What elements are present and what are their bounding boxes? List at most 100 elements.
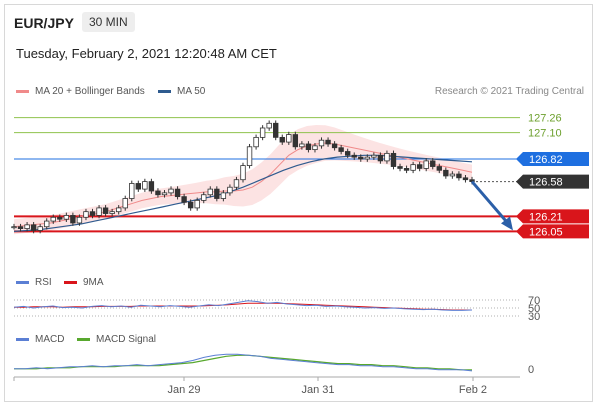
candle bbox=[462, 177, 469, 181]
rsi-tick-30: 30 bbox=[528, 311, 540, 323]
rsi-tick-70: 70 bbox=[528, 295, 540, 307]
timeframe-badge[interactable]: 30 MIN bbox=[82, 12, 135, 32]
candle bbox=[436, 166, 442, 171]
legend-swatch-rsi bbox=[16, 281, 29, 284]
candle bbox=[227, 186, 233, 194]
level-tag-126.05 bbox=[516, 224, 589, 239]
legend-swatch-rsi-ma bbox=[64, 281, 77, 284]
candle bbox=[259, 127, 266, 138]
candle bbox=[384, 152, 390, 162]
candle bbox=[24, 224, 30, 229]
rsi-tick-50: 50 bbox=[528, 303, 540, 315]
level-tag-126.21 bbox=[516, 209, 589, 224]
candle bbox=[207, 188, 213, 196]
candle bbox=[76, 216, 83, 224]
candle bbox=[122, 198, 128, 209]
x-tick-feb-2: Feb 2 bbox=[459, 384, 487, 396]
projection-arrow bbox=[470, 180, 510, 225]
candle bbox=[456, 173, 462, 179]
legend-swatch-macd bbox=[16, 338, 29, 341]
candle bbox=[371, 154, 377, 158]
symbol-label: EUR/JPY bbox=[14, 15, 74, 31]
candle bbox=[299, 143, 305, 148]
macd-tick-0: 0 bbox=[528, 364, 534, 376]
legend-ma20-bb: MA 20 + Bollinger Bands bbox=[16, 86, 145, 97]
candle bbox=[358, 156, 364, 160]
level-label-126.82: 126.82 bbox=[529, 154, 563, 166]
rsi-line bbox=[13, 300, 473, 311]
level-tag-126.58 bbox=[516, 174, 589, 189]
candle bbox=[397, 166, 403, 169]
candle bbox=[115, 207, 122, 213]
legend-label-rsi-ma: 9MA bbox=[83, 277, 104, 288]
candle bbox=[246, 146, 253, 166]
candle bbox=[187, 201, 194, 209]
candle bbox=[96, 207, 102, 216]
candle bbox=[318, 139, 325, 147]
candle bbox=[305, 143, 312, 151]
candle bbox=[201, 194, 207, 201]
level-label-126.05: 126.05 bbox=[529, 226, 563, 238]
projection-arrowhead bbox=[501, 216, 513, 231]
candle bbox=[129, 183, 135, 199]
level-tag-126.82 bbox=[516, 152, 589, 167]
candle bbox=[430, 160, 436, 167]
candle bbox=[325, 139, 331, 145]
candle bbox=[449, 173, 456, 177]
candle bbox=[83, 211, 89, 218]
candle bbox=[338, 147, 344, 152]
candle bbox=[253, 136, 259, 148]
candle bbox=[70, 215, 76, 224]
candle bbox=[344, 151, 351, 156]
candle bbox=[377, 154, 384, 162]
level-label-127.10: 127.10 bbox=[528, 128, 562, 140]
candle bbox=[135, 183, 142, 190]
legend-label-macd: MACD bbox=[35, 334, 65, 345]
candle bbox=[443, 169, 449, 177]
legend-ma50: MA 50 bbox=[158, 86, 205, 97]
macd-line bbox=[14, 353, 473, 372]
level-label-126.21: 126.21 bbox=[529, 211, 563, 223]
candle bbox=[312, 145, 318, 151]
candle bbox=[331, 143, 338, 149]
candle bbox=[37, 226, 43, 231]
candle bbox=[233, 179, 240, 188]
legend-label-macd-signal: MACD Signal bbox=[96, 334, 157, 345]
legend-macd: MACD bbox=[16, 334, 64, 345]
candle bbox=[240, 165, 246, 181]
candle bbox=[174, 188, 181, 198]
candle bbox=[17, 226, 24, 229]
candle bbox=[351, 154, 357, 158]
candle bbox=[161, 192, 168, 196]
x-tick-jan-31: Jan 31 bbox=[301, 384, 334, 396]
level-label-127.26: 127.26 bbox=[528, 113, 562, 125]
candle bbox=[286, 134, 292, 143]
candle bbox=[423, 160, 429, 169]
x-tick-jan-29: Jan 29 bbox=[167, 384, 200, 396]
candle bbox=[30, 224, 37, 231]
candle bbox=[273, 122, 279, 138]
candle bbox=[214, 188, 220, 199]
legend-rsi-ma: 9MA bbox=[64, 277, 104, 288]
candle bbox=[44, 220, 50, 228]
candle bbox=[194, 199, 200, 209]
timestamp: Tuesday, February 2, 2021 12:20:48 AM CE… bbox=[16, 46, 277, 61]
candle bbox=[410, 164, 416, 171]
candle bbox=[142, 181, 148, 190]
legend-label-bb: MA 20 + Bollinger Bands bbox=[35, 86, 145, 97]
candle bbox=[148, 181, 155, 192]
candle bbox=[102, 207, 109, 214]
legend-swatch-ma50 bbox=[158, 90, 171, 93]
candle bbox=[220, 192, 227, 199]
candle bbox=[63, 215, 70, 220]
candle bbox=[266, 122, 272, 129]
level-label-126.58: 126.58 bbox=[529, 177, 563, 189]
legend-macd-signal: MACD Signal bbox=[77, 334, 156, 345]
candle bbox=[279, 136, 285, 143]
credit-text: Research © 2021 Trading Central bbox=[434, 86, 584, 97]
candle bbox=[57, 216, 63, 220]
candle bbox=[89, 211, 96, 216]
legend-label-rsi: RSI bbox=[35, 277, 52, 288]
candle bbox=[155, 190, 161, 196]
